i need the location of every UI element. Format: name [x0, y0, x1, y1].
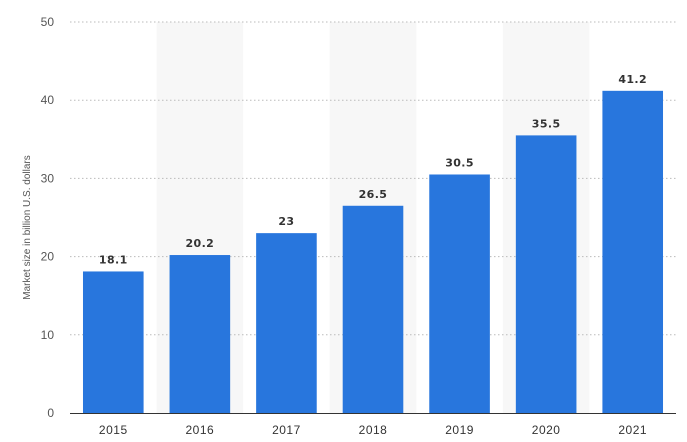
bar-2017 [256, 233, 317, 413]
y-tick-label: 50 [41, 15, 55, 29]
x-tick-label-2016: 2016 [186, 423, 215, 437]
x-tick-label-2020: 2020 [532, 423, 561, 437]
x-tick-label-2019: 2019 [445, 423, 474, 437]
bar-2015 [82, 271, 144, 413]
data-labels: 18.1 20.2 23 26.5 30.5 35.5 41.2 [99, 73, 647, 267]
data-label-2016: 20.2 [185, 237, 214, 250]
y-tick-label: 30 [41, 171, 55, 185]
bar-2021 [602, 90, 664, 413]
x-tick-label-2021: 2021 [618, 423, 647, 437]
x-tick-label-2017: 2017 [272, 423, 301, 437]
bar-2019 [429, 174, 490, 413]
bars [82, 90, 664, 413]
data-label-2017: 23 [278, 215, 294, 228]
data-label-2015: 18.1 [99, 253, 128, 266]
x-tick-label-2018: 2018 [359, 423, 388, 437]
y-tick-label: 10 [41, 328, 55, 342]
y-tick-label: 40 [41, 93, 55, 107]
bar-2016 [169, 255, 231, 413]
data-label-2019: 30.5 [445, 156, 474, 169]
data-label-2021: 41.2 [618, 73, 647, 86]
data-label-2020: 35.5 [532, 117, 561, 130]
y-tick-label: 0 [47, 406, 54, 420]
bar-2020 [515, 135, 577, 413]
x-axis-ticks: 2015 2016 2017 2018 2019 2020 2021 [99, 423, 647, 437]
data-label-2018: 26.5 [359, 188, 388, 201]
y-tick-label: 20 [41, 250, 55, 264]
bar-2018 [342, 205, 404, 413]
x-tick-label-2015: 2015 [99, 423, 128, 437]
y-axis-label: Market size in billion U.S. dollars [22, 155, 33, 300]
y-axis-ticks: 0 10 20 30 40 50 [41, 15, 55, 420]
